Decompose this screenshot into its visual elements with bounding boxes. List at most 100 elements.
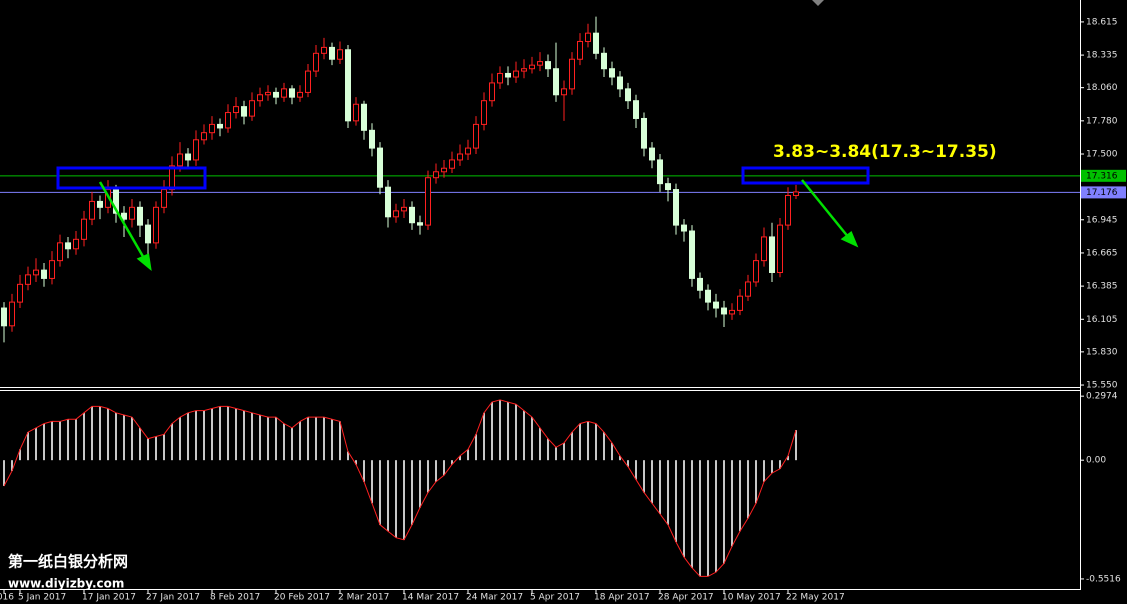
watermark: www.diyizby.com: [8, 577, 124, 591]
candle-body: [217, 123, 223, 129]
candle-body: [761, 236, 767, 262]
candle-body: [41, 269, 47, 279]
candle-body: [65, 242, 71, 250]
x-tick-label: 22 May 2017: [786, 593, 845, 603]
candle-body: [449, 159, 455, 169]
candle-body: [345, 49, 351, 122]
candle-body: [745, 281, 751, 297]
candle-body: [193, 139, 199, 161]
annotation: 3.83~3.84(17.3~17.35): [773, 142, 997, 162]
candle-body: [1, 307, 7, 327]
x-tick-label: 18 Apr 2017: [594, 593, 650, 603]
candle-body: [249, 100, 255, 117]
y-tick-label: -0.5516: [1086, 574, 1121, 584]
candle-body: [273, 91, 279, 98]
candle-body: [153, 206, 159, 244]
candle-body: [313, 52, 319, 72]
x-tick-label: 20 Feb 2017: [274, 593, 330, 603]
candle-body: [649, 147, 655, 161]
candle-body: [353, 103, 359, 122]
watermark: 第一纸白银分析网: [8, 553, 128, 571]
price-label-box: [1081, 186, 1126, 199]
candle-body: [673, 189, 679, 226]
candle-body: [529, 64, 535, 70]
candle-body: [465, 147, 471, 155]
candle-body: [601, 52, 607, 70]
x-tick-label: 14 Mar 2017: [402, 593, 459, 603]
y-tick-label: 18.615: [1086, 17, 1118, 27]
candle-body: [665, 183, 671, 191]
candle-body: [89, 200, 95, 220]
candle-body: [433, 171, 439, 179]
candle-body: [609, 68, 615, 78]
candle-body: [257, 94, 263, 102]
candle-body: [233, 106, 239, 114]
candle-body: [185, 153, 191, 161]
candle-body: [729, 309, 735, 315]
candle-body: [113, 189, 119, 214]
candle-body: [177, 153, 183, 167]
candle-body: [225, 112, 231, 129]
candle-body: [441, 167, 447, 173]
x-tick-label: 28 Apr 2017: [658, 593, 714, 603]
candle-body: [385, 186, 391, 218]
candle-body: [425, 177, 431, 226]
candle-body: [777, 224, 783, 273]
candle-body: [25, 274, 31, 285]
candle-body: [265, 91, 271, 96]
candle-body: [361, 103, 367, 131]
candle-body: [705, 289, 711, 303]
candle-body: [289, 88, 295, 98]
candle-body: [129, 206, 135, 220]
candle-body: [721, 307, 727, 315]
candle-body: [169, 165, 175, 191]
candle-body: [713, 301, 719, 309]
price-label-box: [1081, 169, 1126, 182]
candle-body: [681, 224, 687, 232]
candle-body: [17, 283, 23, 303]
candle-body: [561, 88, 567, 96]
candle-body: [769, 236, 775, 273]
candle-body: [617, 76, 623, 90]
candle-body: [545, 61, 551, 70]
candle-body: [793, 191, 799, 196]
y-tick-label: 15.550: [1086, 381, 1118, 391]
y-tick-label: 0.00: [1086, 456, 1106, 466]
candle-body: [57, 242, 63, 262]
y-tick-label: 16.945: [1086, 215, 1118, 225]
marks: 18.615 18.335 18.060 17.780 17.500 16.945 16.6…: [0, 16, 1126, 603]
candle-body: [537, 61, 543, 66]
candle-body: [49, 260, 55, 279]
candle-body: [97, 200, 103, 208]
candle-body: [393, 210, 399, 218]
x-tick-label: 2 Mar 2017: [338, 593, 389, 603]
x-tick-label: 24 Mar 2017: [466, 593, 523, 603]
candle-body: [401, 206, 407, 212]
candle-body: [585, 32, 591, 42]
candle-body: [553, 68, 559, 96]
candle-body: [369, 129, 375, 149]
candle-body: [337, 49, 343, 60]
candle-body: [377, 147, 383, 188]
candle-body: [457, 153, 463, 161]
candle-body: [785, 194, 791, 226]
y-tick-label: 18.335: [1086, 51, 1118, 61]
candle-body: [489, 82, 495, 102]
candle-body: [73, 238, 79, 250]
histogram-line: [3, 399, 797, 577]
shift-marker: [812, 0, 824, 6]
y-tick-label: 16.105: [1086, 315, 1118, 325]
candle-body: [241, 106, 247, 117]
candle-body: [329, 46, 335, 60]
candle-body: [281, 88, 287, 98]
candle-body: [513, 70, 519, 78]
candle-body: [417, 222, 423, 226]
candle-body: [569, 58, 575, 90]
y-tick-label: 18.060: [1086, 83, 1118, 93]
x-tick-label: 27 Jan 2017: [146, 593, 200, 603]
x-tick-label: 5 Apr 2017: [530, 593, 580, 603]
candle-body: [409, 206, 415, 224]
candle-body: [505, 72, 511, 78]
